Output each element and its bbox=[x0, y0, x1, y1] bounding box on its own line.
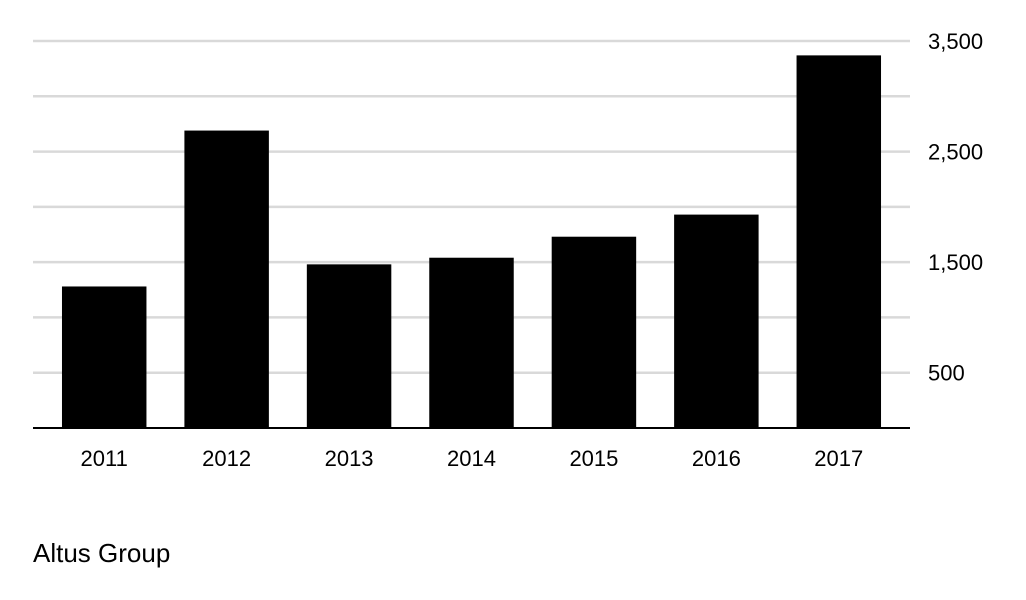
bar-2014 bbox=[429, 257, 514, 428]
x-tick-label: 2011 bbox=[81, 446, 128, 471]
bar-2017 bbox=[796, 55, 882, 428]
x-tick-label: 2014 bbox=[447, 446, 496, 471]
y-tick-labels: 500 1,500 2,500 3,500 bbox=[928, 29, 983, 386]
bar-chart: 2011 2012 2013 2014 2015 2016 2017 500 1,500 2,5… bbox=[33, 29, 983, 471]
bar-2015 bbox=[551, 236, 637, 428]
y-tick-label: 3,500 bbox=[928, 29, 983, 54]
y-tick-label: 1,500 bbox=[928, 250, 983, 275]
bar-2016 bbox=[674, 214, 759, 428]
y-tick-label: 2,500 bbox=[928, 140, 983, 165]
x-tick-label: 2015 bbox=[569, 446, 618, 471]
x-tick-label: 2016 bbox=[692, 446, 741, 471]
x-tick-label: 2013 bbox=[325, 446, 374, 471]
source-label: Altus Group bbox=[33, 538, 171, 568]
bar-2012 bbox=[184, 130, 269, 428]
bars bbox=[61, 55, 882, 428]
x-tick-label: 2017 bbox=[814, 446, 863, 471]
y-tick-label: 500 bbox=[928, 361, 965, 386]
bar-2013 bbox=[306, 264, 392, 428]
x-tick-label: 2012 bbox=[202, 446, 251, 471]
bar-2011 bbox=[61, 286, 147, 428]
x-tick-labels: 2011 2012 2013 2014 2015 2016 2017 bbox=[81, 446, 864, 471]
